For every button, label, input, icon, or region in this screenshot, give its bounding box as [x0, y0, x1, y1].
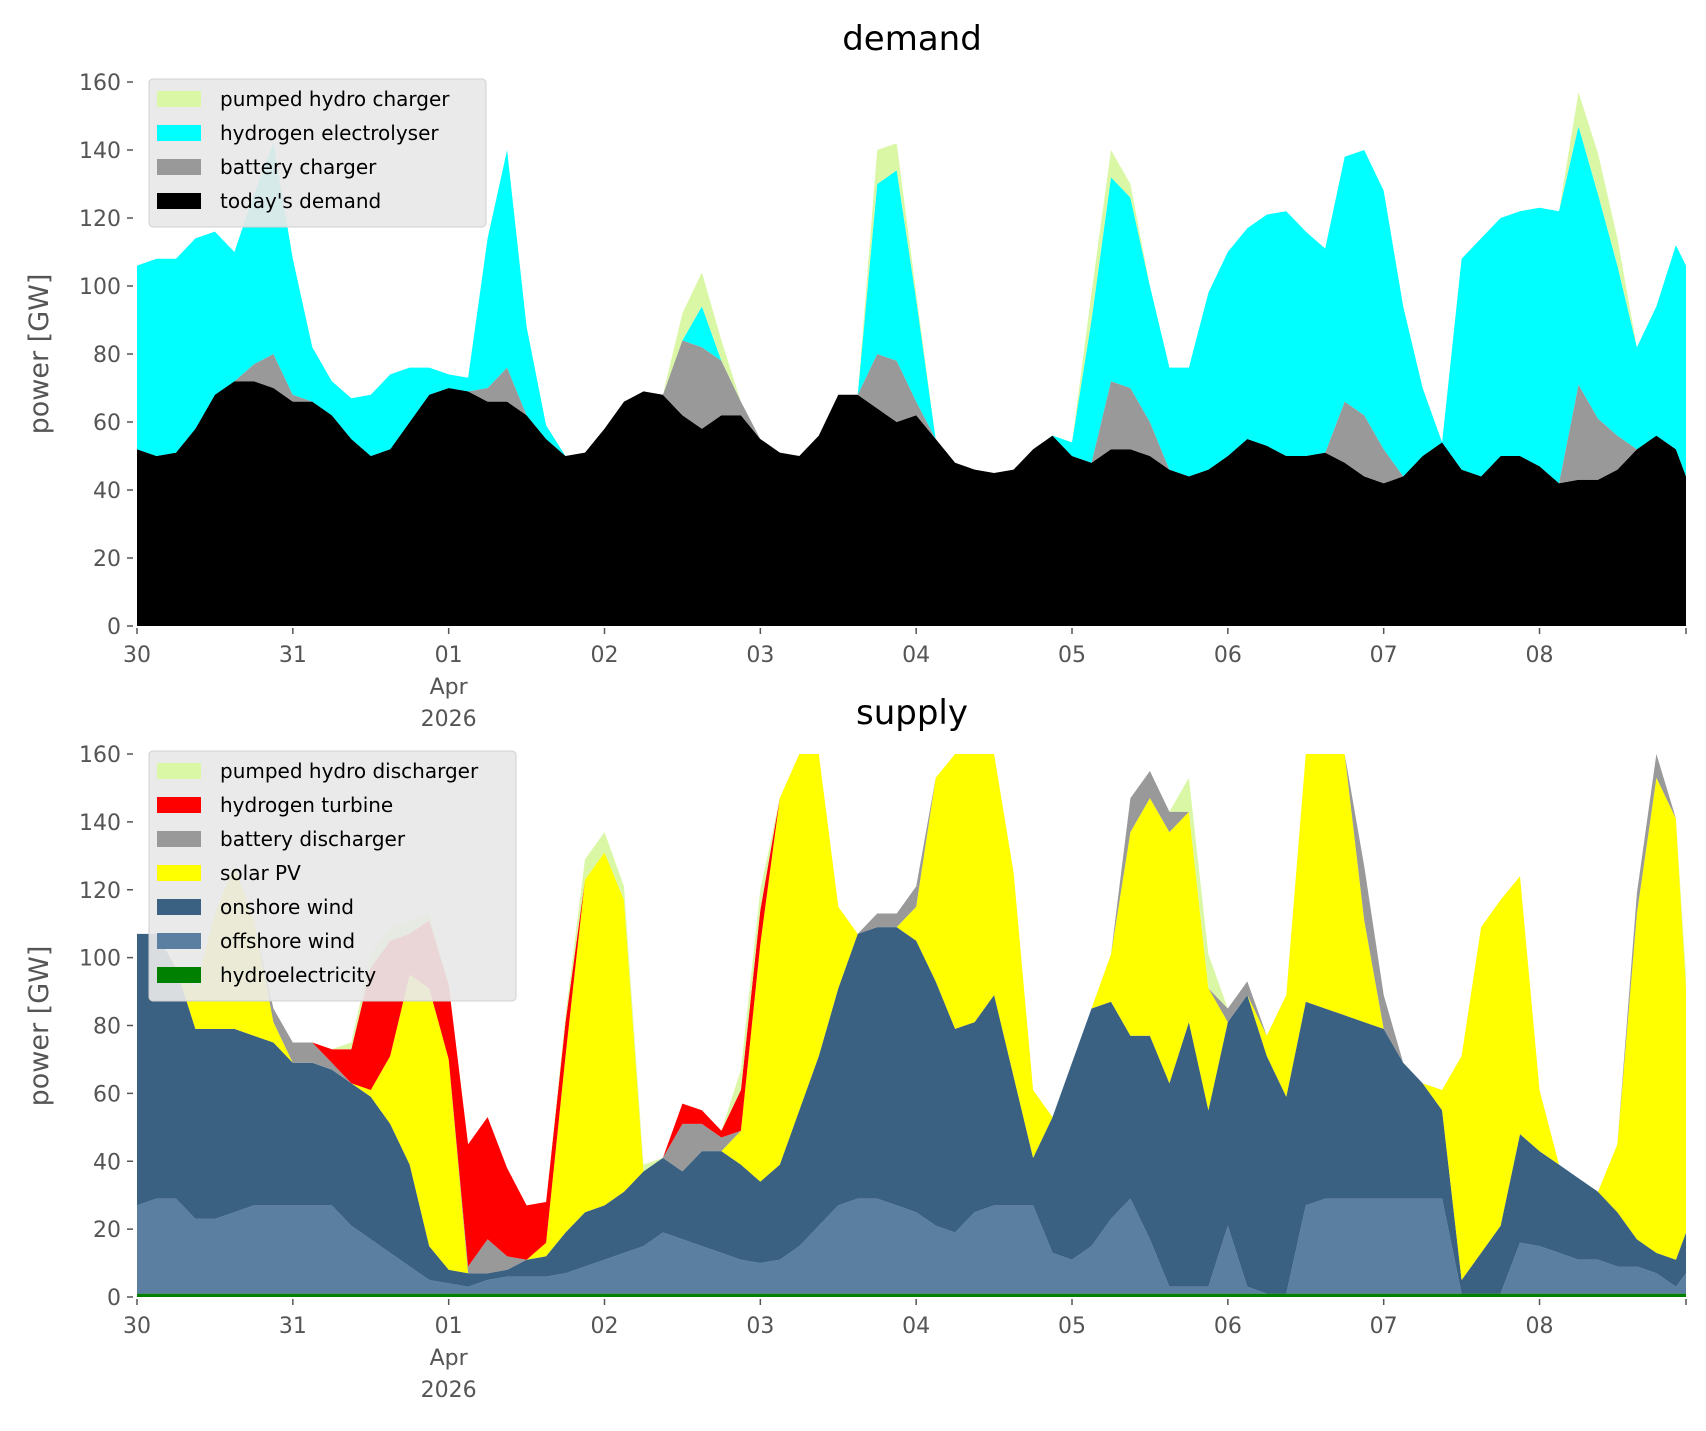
y-tick-label: 60 [93, 411, 121, 436]
legend-swatch-offshore-wind [157, 933, 201, 949]
x-tick-label: 07 [1370, 643, 1398, 668]
area-hydrogen-turbine [137, 754, 1686, 1267]
legend-swatch-hydrogen-electrolyser [157, 125, 201, 141]
supply-title: supply [856, 693, 968, 733]
legend-label-today-s-demand: today's demand [220, 189, 381, 213]
legend-label-offshore-wind: offshore wind [220, 929, 355, 953]
legend-swatch-battery-charger [157, 159, 201, 175]
legend-label-hydroelectricity: hydroelectricity [220, 963, 376, 987]
area-battery-charger [137, 340, 1686, 626]
demand-x-ticks: 30 31 01 Apr 2026 02 03 04 05 06 07 08 [123, 628, 1687, 732]
y-tick-label: 160 [79, 71, 121, 96]
area-today-s-demand [137, 381, 1686, 626]
y-tick-label: 20 [93, 1218, 121, 1243]
supply-x-ticks: 30 31 01 Apr 2026 02 03 04 05 06 07 08 [123, 1299, 1687, 1403]
y-tick-label: 140 [79, 811, 121, 836]
legend-swatch-today-s-demand [157, 193, 201, 209]
y-tick-label: 120 [79, 207, 121, 232]
x-tick-label: 06 [1214, 643, 1242, 668]
legend-swatch-pumped-hydro-discharger [157, 763, 201, 779]
x-tick-label: 02 [591, 1314, 619, 1339]
x-tick-label: 31 [279, 643, 307, 668]
legend-swatch-pumped-hydro-charger [157, 91, 201, 107]
y-tick-label: 80 [93, 1015, 121, 1040]
x-tick-label: 30 [123, 1314, 151, 1339]
x-tick-label: 05 [1058, 1314, 1086, 1339]
y-tick-label: 40 [93, 1150, 121, 1175]
legend-label-onshore-wind: onshore wind [220, 895, 354, 919]
area-solar-pv [137, 754, 1686, 1280]
legend-label-solar-pv: solar PV [220, 861, 301, 885]
area-onshore-wind [137, 927, 1686, 1294]
legend-swatch-battery-discharger [157, 831, 201, 847]
x-tick-label: 03 [746, 1314, 774, 1339]
y-tick-label: 120 [79, 879, 121, 904]
area-hydrogen-electrolyser [137, 126, 1686, 626]
demand-title: demand [842, 19, 982, 59]
x-tick-label: 06 [1214, 1314, 1242, 1339]
y-tick-label: 140 [79, 139, 121, 164]
x-tick-label: 31 [279, 1314, 307, 1339]
x-tick-label: 02 [591, 643, 619, 668]
demand-legend: pumped hydro charger hydrogen electrolyse… [148, 78, 487, 228]
demand-y-axis-label: power [GW] [24, 274, 55, 435]
y-tick-label: 80 [93, 343, 121, 368]
x-tick-label: 30 [123, 643, 151, 668]
legend-label-battery-charger: battery charger [220, 155, 377, 179]
x-tick-label: 04 [902, 643, 930, 668]
x-tick-label: 01 [435, 1314, 463, 1339]
demand-y-ticks: 0 20 40 60 80 100 120 140 160 [79, 71, 133, 640]
y-tick-label: 100 [79, 947, 121, 972]
y-tick-label: 100 [79, 275, 121, 300]
x-tick-month-label: Apr [430, 675, 469, 700]
legend-swatch-solar-pv [157, 865, 201, 881]
legend-label-battery-discharger: battery discharger [220, 827, 406, 851]
area-hydroelectricity [137, 1293, 1686, 1297]
supply-y-ticks: 0 20 40 60 80 100 120 140 160 [79, 743, 133, 1311]
demand-areas [137, 92, 1686, 626]
legend-swatch-onshore-wind [157, 899, 201, 915]
demand-panel: demand power [GW] 020406080100120140160 … [24, 19, 1687, 732]
legend-label-pumped-hydro-charger: pumped hydro charger [220, 87, 450, 111]
x-tick-label: 05 [1058, 643, 1086, 668]
x-tick-year-label: 2026 [421, 707, 477, 732]
x-tick-label: 08 [1526, 643, 1554, 668]
supply-y-axis-label: power [GW] [24, 946, 55, 1107]
supply-legend: pumped hydro discharger hydrogen turbine b… [148, 750, 517, 1002]
legend-swatch-hydroelectricity [157, 967, 201, 983]
legend-label-pumped-hydro-discharger: pumped hydro discharger [220, 759, 479, 783]
y-tick-label: 160 [79, 743, 121, 768]
x-tick-label: 04 [902, 1314, 930, 1339]
supply-panel: supply power [GW] 020406080100120140160 … [24, 693, 1687, 1403]
x-tick-month-label: Apr [430, 1346, 469, 1371]
legend-box [148, 78, 487, 228]
legend-swatch-hydrogen-turbine [157, 797, 201, 813]
x-tick-label: 07 [1370, 1314, 1398, 1339]
x-tick-year-label: 2026 [421, 1378, 477, 1403]
y-tick-label: 20 [93, 547, 121, 572]
x-tick-label: 01 [435, 643, 463, 668]
y-tick-label: 60 [93, 1082, 121, 1107]
y-tick-label: 40 [93, 479, 121, 504]
x-tick-label: 03 [746, 643, 774, 668]
x-tick-label: 08 [1526, 1314, 1554, 1339]
legend-label-hydrogen-electrolyser: hydrogen electrolyser [220, 121, 439, 145]
y-tick-label: 0 [107, 615, 121, 640]
y-tick-label: 0 [107, 1286, 121, 1311]
legend-box [148, 750, 517, 1002]
legend-label-hydrogen-turbine: hydrogen turbine [220, 793, 393, 817]
area-offshore-wind [137, 1198, 1686, 1294]
supply-areas [137, 754, 1686, 1297]
